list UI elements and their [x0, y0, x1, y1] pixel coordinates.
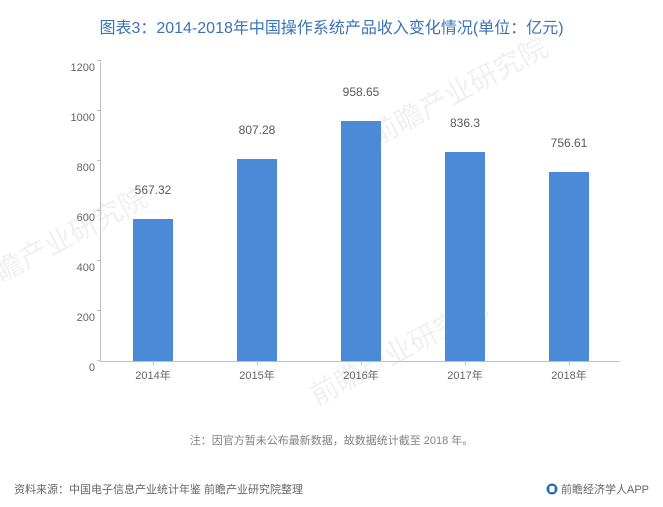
bar-value-label: 836.3 [450, 116, 480, 134]
x-tick-mark [361, 361, 362, 365]
x-tick-label: 2017年 [447, 367, 482, 383]
x-tick-mark [465, 361, 466, 365]
y-tick-mark [97, 160, 101, 161]
x-tick-label: 2014年 [135, 367, 170, 383]
bar-value-label: 958.65 [343, 85, 380, 103]
brand-text: 前瞻经济学人APP [561, 484, 649, 496]
source-label: 资料来源：中国电子信息产业统计年鉴 前瞻产业研究院整理 [14, 481, 303, 497]
plot-area: 0200400600800100012002014年567.322015年807… [100, 62, 620, 362]
bar [133, 219, 173, 361]
y-tick-label: 0 [61, 362, 95, 374]
footer: 资料来源：中国电子信息产业统计年鉴 前瞻产业研究院整理 前瞻经济学人APP [14, 481, 649, 497]
chart-note: 注：因官方暂未公布最新数据，故数据统计截至 2018 年。 [0, 432, 663, 448]
y-tick-label: 800 [61, 162, 95, 174]
bar [237, 159, 277, 361]
x-tick-mark [569, 361, 570, 365]
bar [549, 172, 589, 361]
x-tick-label: 2016年 [343, 367, 378, 383]
y-tick-mark [97, 60, 101, 61]
brand-logo-icon [546, 483, 558, 495]
x-tick-mark [153, 361, 154, 365]
y-tick-label: 600 [61, 212, 95, 224]
y-tick-label: 400 [61, 262, 95, 274]
x-tick-label: 2015年 [239, 367, 274, 383]
y-tick-mark [97, 310, 101, 311]
y-tick-mark [97, 210, 101, 211]
bar [341, 121, 381, 361]
x-tick-mark [257, 361, 258, 365]
bar-value-label: 756.61 [551, 136, 588, 154]
y-tick-label: 1000 [61, 112, 95, 124]
y-tick-label: 200 [61, 312, 95, 324]
bar-value-label: 567.32 [135, 183, 172, 201]
y-tick-label: 1200 [61, 62, 95, 74]
bar-chart: 0 200 400 600 800 1000 1200 2014年 567.32 2015年 807… [60, 52, 630, 392]
y-tick-mark [97, 110, 101, 111]
chart-title: 图表3：2014-2018年中国操作系统产品收入变化情况(单位：亿元) [0, 0, 663, 38]
brand-label: 前瞻经济学人APP [546, 481, 649, 497]
y-tick-mark [97, 360, 101, 361]
bar [445, 152, 485, 361]
x-tick-label: 2018年 [551, 367, 586, 383]
bar-value-label: 807.28 [239, 123, 276, 141]
y-tick-mark [97, 260, 101, 261]
